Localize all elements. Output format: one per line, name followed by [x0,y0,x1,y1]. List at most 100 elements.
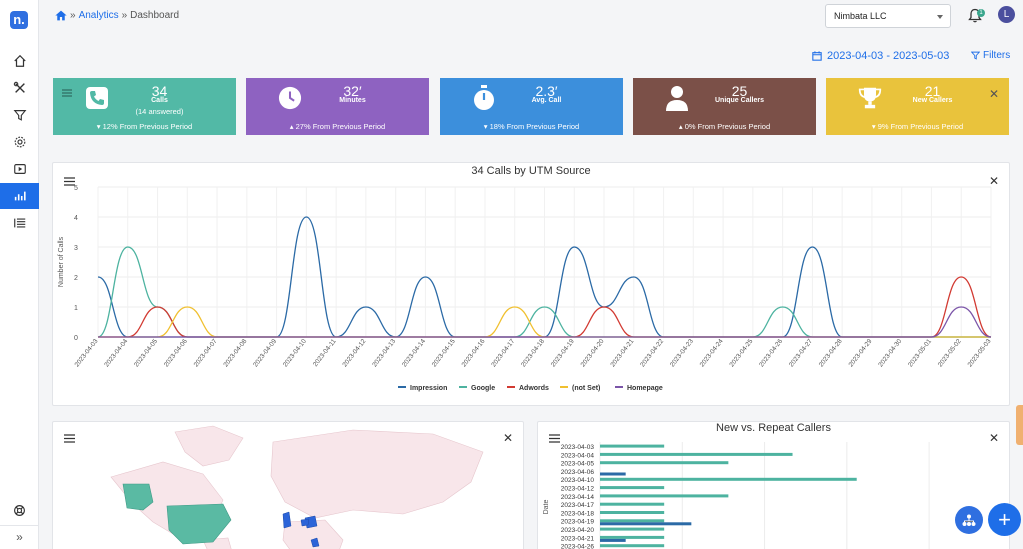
sidebar-expand[interactable]: » [0,525,39,547]
legend-label: Impression [410,385,447,392]
company-select[interactable]: Nimbata LLC [825,4,951,28]
home-icon [13,54,26,67]
funnel-icon [13,110,26,121]
sidebar-item-reports[interactable] [0,210,39,236]
clock-icon [278,86,302,110]
kpi-card-minutes[interactable]: 32′ Minutes ▴ 27% From Previous Period [246,78,429,135]
kpi-card-new-callers[interactable]: ✕ 21 New Callers ▾ 9% From Previous Period [826,78,1009,135]
kpi-label: Unique Callers [714,97,764,104]
map-europe-asia [270,429,484,519]
map-poland-highlight [300,518,310,527]
company-select-value: Nimbata LLC [834,11,887,21]
kpi-card-calls[interactable]: 34 Calls (14 answered) ▾ 12% From Previous … [53,78,236,135]
kpi-value: 21 [924,83,941,99]
date-range-picker[interactable]: 2023-04-03 - 2023-05-03 [812,50,949,62]
sitemap-icon [962,514,976,526]
close-icon[interactable]: ✕ [988,174,999,188]
kpi-trend: ▾ 18% From Previous Period [440,122,623,131]
close-icon[interactable]: ✕ [988,431,999,445]
y-tick-label: 2023-04-17 [561,502,595,509]
kpi-label: Avg. Call [531,97,562,104]
kpi-card-avg-call[interactable]: 2.3′ Avg. Call ▾ 18% From Previous Period [440,78,623,135]
x-tick-label: 2023-04-29 [848,338,874,369]
menu-icon[interactable] [62,89,72,97]
gear-icon [14,136,25,148]
menu-icon[interactable] [64,177,75,186]
y-tick-label: 4 [74,215,78,222]
breadcrumb-analytics-link[interactable]: Analytics [78,10,119,21]
stopwatch-icon [472,85,496,110]
y-tick-label: 5 [74,185,78,192]
kpi-trend-text: 0% From Previous Period [684,122,771,131]
play-icon [13,164,26,174]
menu-icon[interactable] [64,434,75,443]
sidebar-item-funnel[interactable] [0,102,39,128]
sidebar-support[interactable] [0,499,39,521]
date-range-value: 2023-04-03 - 2023-05-03 [827,50,950,62]
x-tick-label: 2023-04-13 [371,338,397,369]
sidebar-item-settings[interactable] [0,129,39,155]
kpi-trend-text: 27% From Previous Period [295,122,386,131]
calendar-icon [812,51,822,61]
y-tick-label: 2023-04-19 [561,519,595,526]
x-tick-label: 2023-04-27 [788,338,814,369]
org-chart-button[interactable] [955,506,983,534]
home-icon[interactable] [55,10,67,21]
bar-new [600,461,729,465]
bar-new [600,535,665,539]
x-tick-label: 2023-04-23 [669,338,695,369]
bar-repeat [600,522,692,526]
x-tick-label: 2023-04-14 [401,338,427,369]
breadcrumb-separator: » [70,10,76,21]
list-icon [13,218,25,228]
bar-new [600,527,665,531]
feedback-tab[interactable] [1016,405,1023,445]
add-button[interactable]: + [988,503,1021,536]
close-icon[interactable]: ✕ [988,87,999,101]
x-tick-label: 2023-05-03 [967,338,993,369]
y-tick-label: 2023-04-21 [561,535,595,542]
phone-icon [85,86,109,110]
trend-down-icon: ▾ [483,122,488,131]
avatar[interactable]: L [998,6,1015,23]
x-tick-label: 2023-04-20 [580,338,606,369]
menu-icon[interactable] [549,434,560,443]
x-tick-label: 2023-04-12 [341,338,367,369]
bar-new [600,486,665,490]
kpi-label: Calls [151,97,168,104]
y-tick-label: 1 [74,305,78,312]
close-icon[interactable]: ✕ [502,431,513,445]
sidebar-item-home[interactable] [0,48,39,74]
kpi-card-unique-callers[interactable]: 25 Unique Callers ▴ 0% From Previous Perio… [633,78,816,135]
legend-label: (not Set) [572,385,600,392]
kpi-trend-text: 12% From Previous Period [102,122,193,131]
x-tick-label: 2023-04-09 [252,338,278,369]
filter-icon [971,51,980,60]
y-tick-label: 3 [74,245,78,252]
x-tick-label: 2023-04-17 [490,338,516,369]
new-repeat-chart-title: New vs. Repeat Callers [716,422,831,434]
sidebar-item-analytics[interactable] [0,183,39,209]
x-tick-label: 2023-05-02 [937,338,963,369]
caller-map-card: ✕ [52,421,524,549]
y-tick-label: 2023-04-26 [561,544,595,549]
bar-repeat [600,538,626,542]
y-tick-label: 2023-04-04 [561,452,595,459]
filters-button[interactable]: Filters [971,50,1010,61]
x-tick-label: 2023-04-30 [877,338,903,369]
nimbata-logo[interactable]: n. [10,11,28,29]
kpi-value: 32′ [343,83,362,99]
kpi-trend: ▾ 12% From Previous Period [53,122,236,131]
x-tick-label: 2023-04-06 [163,338,189,369]
y-tick-label: 2023-04-10 [561,477,595,484]
x-tick-label: 2023-04-07 [193,338,219,369]
utm-source-chart-card: 34 Calls by UTM Source ✕ 0 1 2 3 4 5 2023-04-0… [52,162,1010,406]
bar-new [600,444,665,448]
bar-new [600,477,857,481]
sidebar-item-media[interactable] [0,156,39,182]
bar-new [600,511,665,514]
sidebar-item-tools[interactable] [0,75,39,101]
y-tick-label: 2023-04-03 [561,444,595,451]
x-tick-label: 2023-04-18 [520,338,546,369]
x-tick-label: 2023-04-05 [133,338,159,369]
